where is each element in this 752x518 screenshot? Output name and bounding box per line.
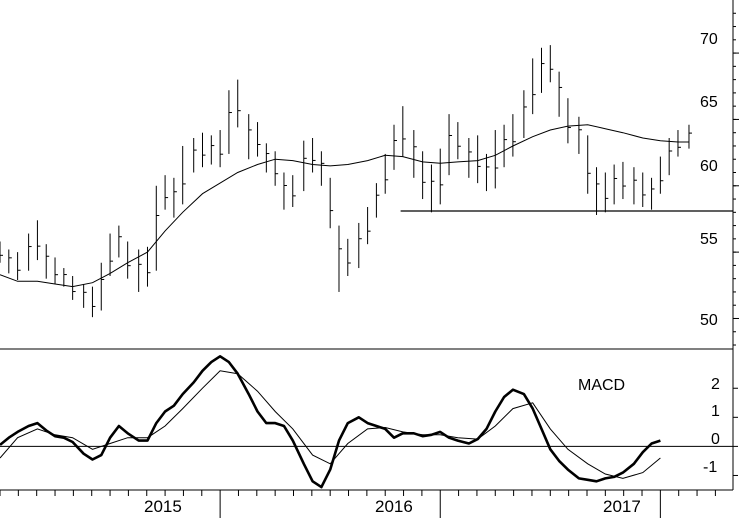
price-layer: [0, 45, 733, 318]
tick-layer: [0, 12, 739, 518]
price-tick-label-65: 65: [700, 94, 718, 111]
x-tick-label-2016: 2016: [375, 497, 413, 516]
moving-average-line: [0, 124, 689, 288]
x-tick-label-2017: 2017: [603, 497, 641, 516]
macd-signal-line: [0, 370, 661, 479]
macd-tick-label-0: 0: [711, 431, 720, 448]
macd-tick-label-1: 1: [711, 403, 720, 420]
macd-label: MACD: [578, 377, 625, 394]
macd-tick-label-2: 2: [711, 376, 720, 393]
price-tick-label-55: 55: [700, 231, 718, 248]
macd-line: [0, 355, 661, 489]
price-tick-label-70: 70: [700, 31, 718, 48]
x-tick-label-2015: 2015: [144, 497, 182, 516]
price-tick-label-50: 50: [700, 312, 718, 329]
price-tick-label-60: 60: [700, 158, 718, 175]
macd-layer: [0, 355, 733, 489]
macd-tick-label-minus-1: -1: [703, 459, 717, 476]
